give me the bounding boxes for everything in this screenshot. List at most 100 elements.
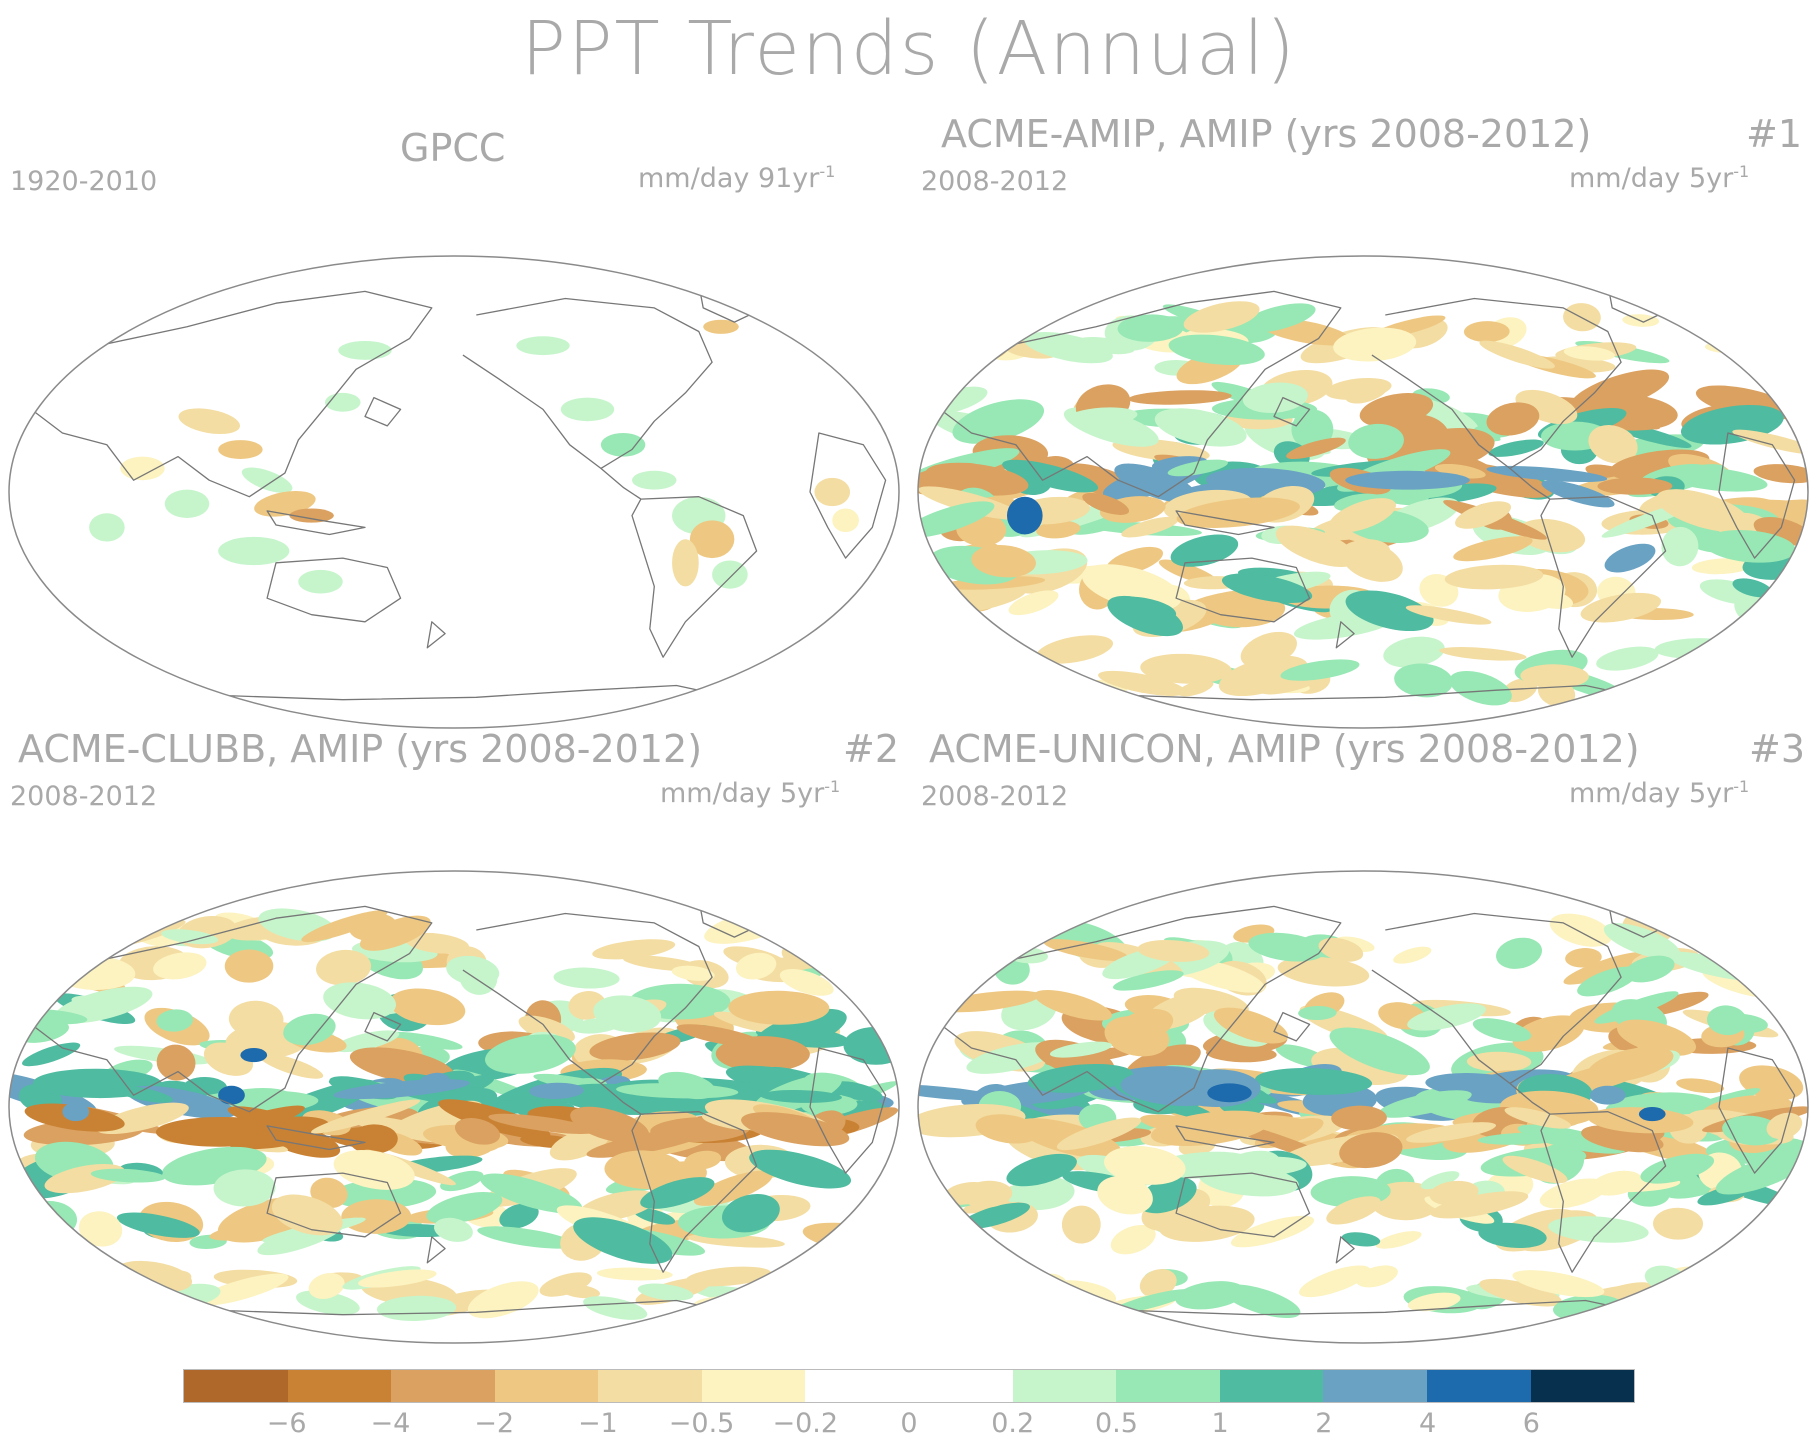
- trend-patch: [323, 982, 396, 1020]
- trend-patch: [1082, 492, 1130, 515]
- trend-patch: [529, 1082, 584, 1099]
- panel-title: ACME-UNICON, AMIP (yrs 2008-2012): [929, 727, 1640, 771]
- trend-patch: [358, 1269, 437, 1288]
- trend-patch: [1298, 1006, 1337, 1021]
- trend-patch: [918, 501, 995, 538]
- trend-patch: [735, 952, 777, 980]
- trend-patch: [1061, 1205, 1101, 1244]
- trend-patch: [1049, 1041, 1112, 1058]
- trend-patch: [1764, 615, 1803, 639]
- panel-title: ACME-CLUBB, AMIP (yrs 2008-2012): [18, 727, 703, 771]
- trend-patch: [1254, 1068, 1373, 1095]
- trend-patch: [960, 1202, 1030, 1230]
- colorbar-tick-label: −1: [577, 1408, 618, 1439]
- trend-patch: [814, 477, 851, 507]
- trend-patch: [1378, 1090, 1472, 1118]
- trend-patch: [1515, 586, 1574, 609]
- colorbar-segment: [287, 1370, 392, 1402]
- trend-patch: [389, 988, 466, 1026]
- trend-patch: [712, 560, 748, 589]
- coastline: [1371, 912, 1622, 1085]
- trend-patch: [1444, 564, 1544, 590]
- trend-patch: [196, 1273, 289, 1306]
- trend-patch: [1744, 969, 1782, 988]
- trend-patch: [240, 1048, 268, 1063]
- trend-patch: [640, 1177, 715, 1209]
- colorbar-segment: [1426, 1370, 1531, 1402]
- trend-patch: [1439, 647, 1527, 661]
- panel-number: #3: [1749, 727, 1806, 771]
- trend-patch: [1517, 1124, 1626, 1154]
- map-frame: [8, 870, 900, 1344]
- trend-patch: [289, 508, 334, 523]
- trend-patch: [924, 307, 1011, 336]
- trend-patch: [271, 1194, 343, 1236]
- trend-patch: [426, 1192, 503, 1224]
- trend-patch: [918, 1084, 1002, 1101]
- trend-patch: [600, 433, 646, 457]
- trend-patch: [1248, 932, 1326, 962]
- colorbar-tick-label: 0.5: [1094, 1408, 1138, 1439]
- trend-patch: [1706, 1005, 1747, 1036]
- colorbar-segment: [391, 1370, 495, 1402]
- trend-patch: [1406, 1122, 1497, 1143]
- trend-patch: [316, 949, 372, 986]
- trend-patch: [1298, 1265, 1371, 1298]
- trend-patch: [1722, 1115, 1782, 1146]
- trend-patch: [1275, 525, 1358, 567]
- trend-patch: [933, 1275, 976, 1299]
- trend-patch: [1744, 300, 1796, 322]
- trend-patch: [1479, 340, 1555, 369]
- coastline: [600, 1082, 642, 1115]
- trend-patch: [760, 1090, 842, 1103]
- panel-title: GPCC: [400, 126, 506, 170]
- trend-patch: [728, 990, 830, 1025]
- trend-patch: [798, 1278, 879, 1314]
- trend-patch: [1714, 1279, 1808, 1300]
- trend-patch: [1375, 1231, 1422, 1249]
- trend-patch: [1341, 1232, 1381, 1247]
- trend-patch: [1577, 966, 1639, 997]
- trend-patch: [831, 908, 893, 947]
- trend-patch: [485, 1034, 576, 1074]
- units-text: mm/day 5yr: [660, 778, 825, 809]
- trend-patch: [1660, 1293, 1740, 1316]
- colorbar-segment: [1530, 1370, 1635, 1402]
- trend-patch: [156, 1044, 196, 1081]
- trend-field: [918, 256, 1808, 728]
- trend-patch: [499, 1203, 539, 1229]
- map-acme-unicon: [917, 870, 1809, 1344]
- trend-patch: [1394, 663, 1453, 698]
- trend-patch: [1504, 1107, 1571, 1129]
- trend-patch: [553, 967, 620, 989]
- trend-patch: [1111, 1289, 1192, 1314]
- trend-patch: [1326, 1196, 1381, 1225]
- trend-patch: [1043, 939, 1129, 961]
- coastline: [939, 290, 1342, 498]
- trend-patch: [1603, 923, 1680, 960]
- trend-patch: [480, 1173, 583, 1214]
- trend-patch: [1723, 1270, 1782, 1292]
- coastline: [1175, 1172, 1311, 1238]
- colorbar-segment: [1323, 1370, 1427, 1402]
- map-frame: [8, 255, 900, 729]
- coastline: [631, 1111, 758, 1273]
- trend-patch: [1383, 636, 1445, 668]
- trend-patch: [1722, 1281, 1800, 1317]
- trend-patch: [685, 1266, 771, 1287]
- trend-patch: [1210, 1150, 1281, 1192]
- trend-patch: [1453, 536, 1533, 562]
- coastline: [30, 905, 433, 1113]
- trend-patch: [1704, 336, 1798, 355]
- trend-patch: [1653, 1207, 1704, 1240]
- trend-patch: [637, 1283, 694, 1301]
- trend-patch: [1732, 578, 1773, 598]
- units-exponent: -1: [1733, 162, 1750, 181]
- trend-patch: [1110, 1224, 1156, 1255]
- trend-patch: [573, 1217, 673, 1264]
- trend-patch: [952, 399, 1045, 444]
- trend-patch: [779, 969, 834, 996]
- trend-patch: [1563, 346, 1615, 361]
- colorbar-tick-label: 6: [1522, 1408, 1540, 1439]
- trend-patch: [1640, 1153, 1715, 1184]
